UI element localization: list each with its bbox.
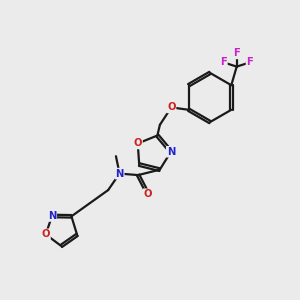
Text: O: O (167, 102, 176, 112)
Text: O: O (143, 189, 152, 199)
Text: O: O (41, 229, 50, 239)
Text: N: N (167, 147, 175, 157)
Text: F: F (247, 57, 253, 68)
Text: F: F (220, 57, 227, 68)
Text: F: F (233, 48, 240, 59)
Text: N: N (48, 211, 56, 221)
Text: N: N (116, 169, 124, 178)
Text: O: O (134, 139, 142, 148)
